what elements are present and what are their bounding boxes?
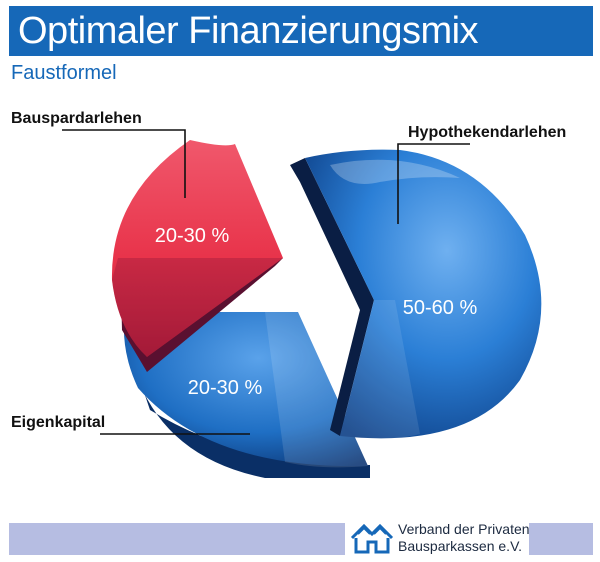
house-logo-icon — [350, 523, 394, 554]
data-label-hypothekendarlehen: 50-60 % — [403, 297, 478, 319]
slice-bauspardarlehen — [111, 140, 283, 357]
legend-label-bauspardarlehen: Bauspardarlehen — [11, 110, 142, 127]
slice-hypothekendarlehen-facet — [340, 300, 420, 439]
slice-hypothekendarlehen — [305, 149, 542, 439]
footer-logo-area — [345, 515, 529, 562]
title-bar: Optimaler Finanzierungsmix — [9, 6, 593, 56]
org-name-line2: Bausparkassen e.V. — [398, 538, 523, 554]
slice-hypothekendarlehen-highlight — [330, 159, 460, 184]
leader-line-hypothekendarlehen — [397, 143, 470, 224]
slice-bauspardarlehen-shade — [112, 258, 283, 357]
slice-eigenkapital-side — [128, 345, 370, 478]
leader-line-bauspardarlehen — [62, 129, 186, 198]
slice-eigenkapital — [123, 312, 368, 467]
slice-hypothekendarlehen-side — [290, 158, 374, 436]
legend-label-eigenkapital: Eigenkapital — [11, 414, 106, 431]
org-name-line1: Verband der Privaten — [398, 521, 530, 537]
chart-title: Optimaler Finanzierungsmix — [18, 10, 479, 52]
data-label-bauspardarlehen: 20-30 % — [155, 225, 230, 247]
legend-label-hypothekendarlehen: Hypothekendarlehen — [408, 124, 567, 141]
data-label-eigenkapital: 20-30 % — [188, 377, 263, 399]
chart-subtitle: Faustformel — [11, 62, 117, 84]
